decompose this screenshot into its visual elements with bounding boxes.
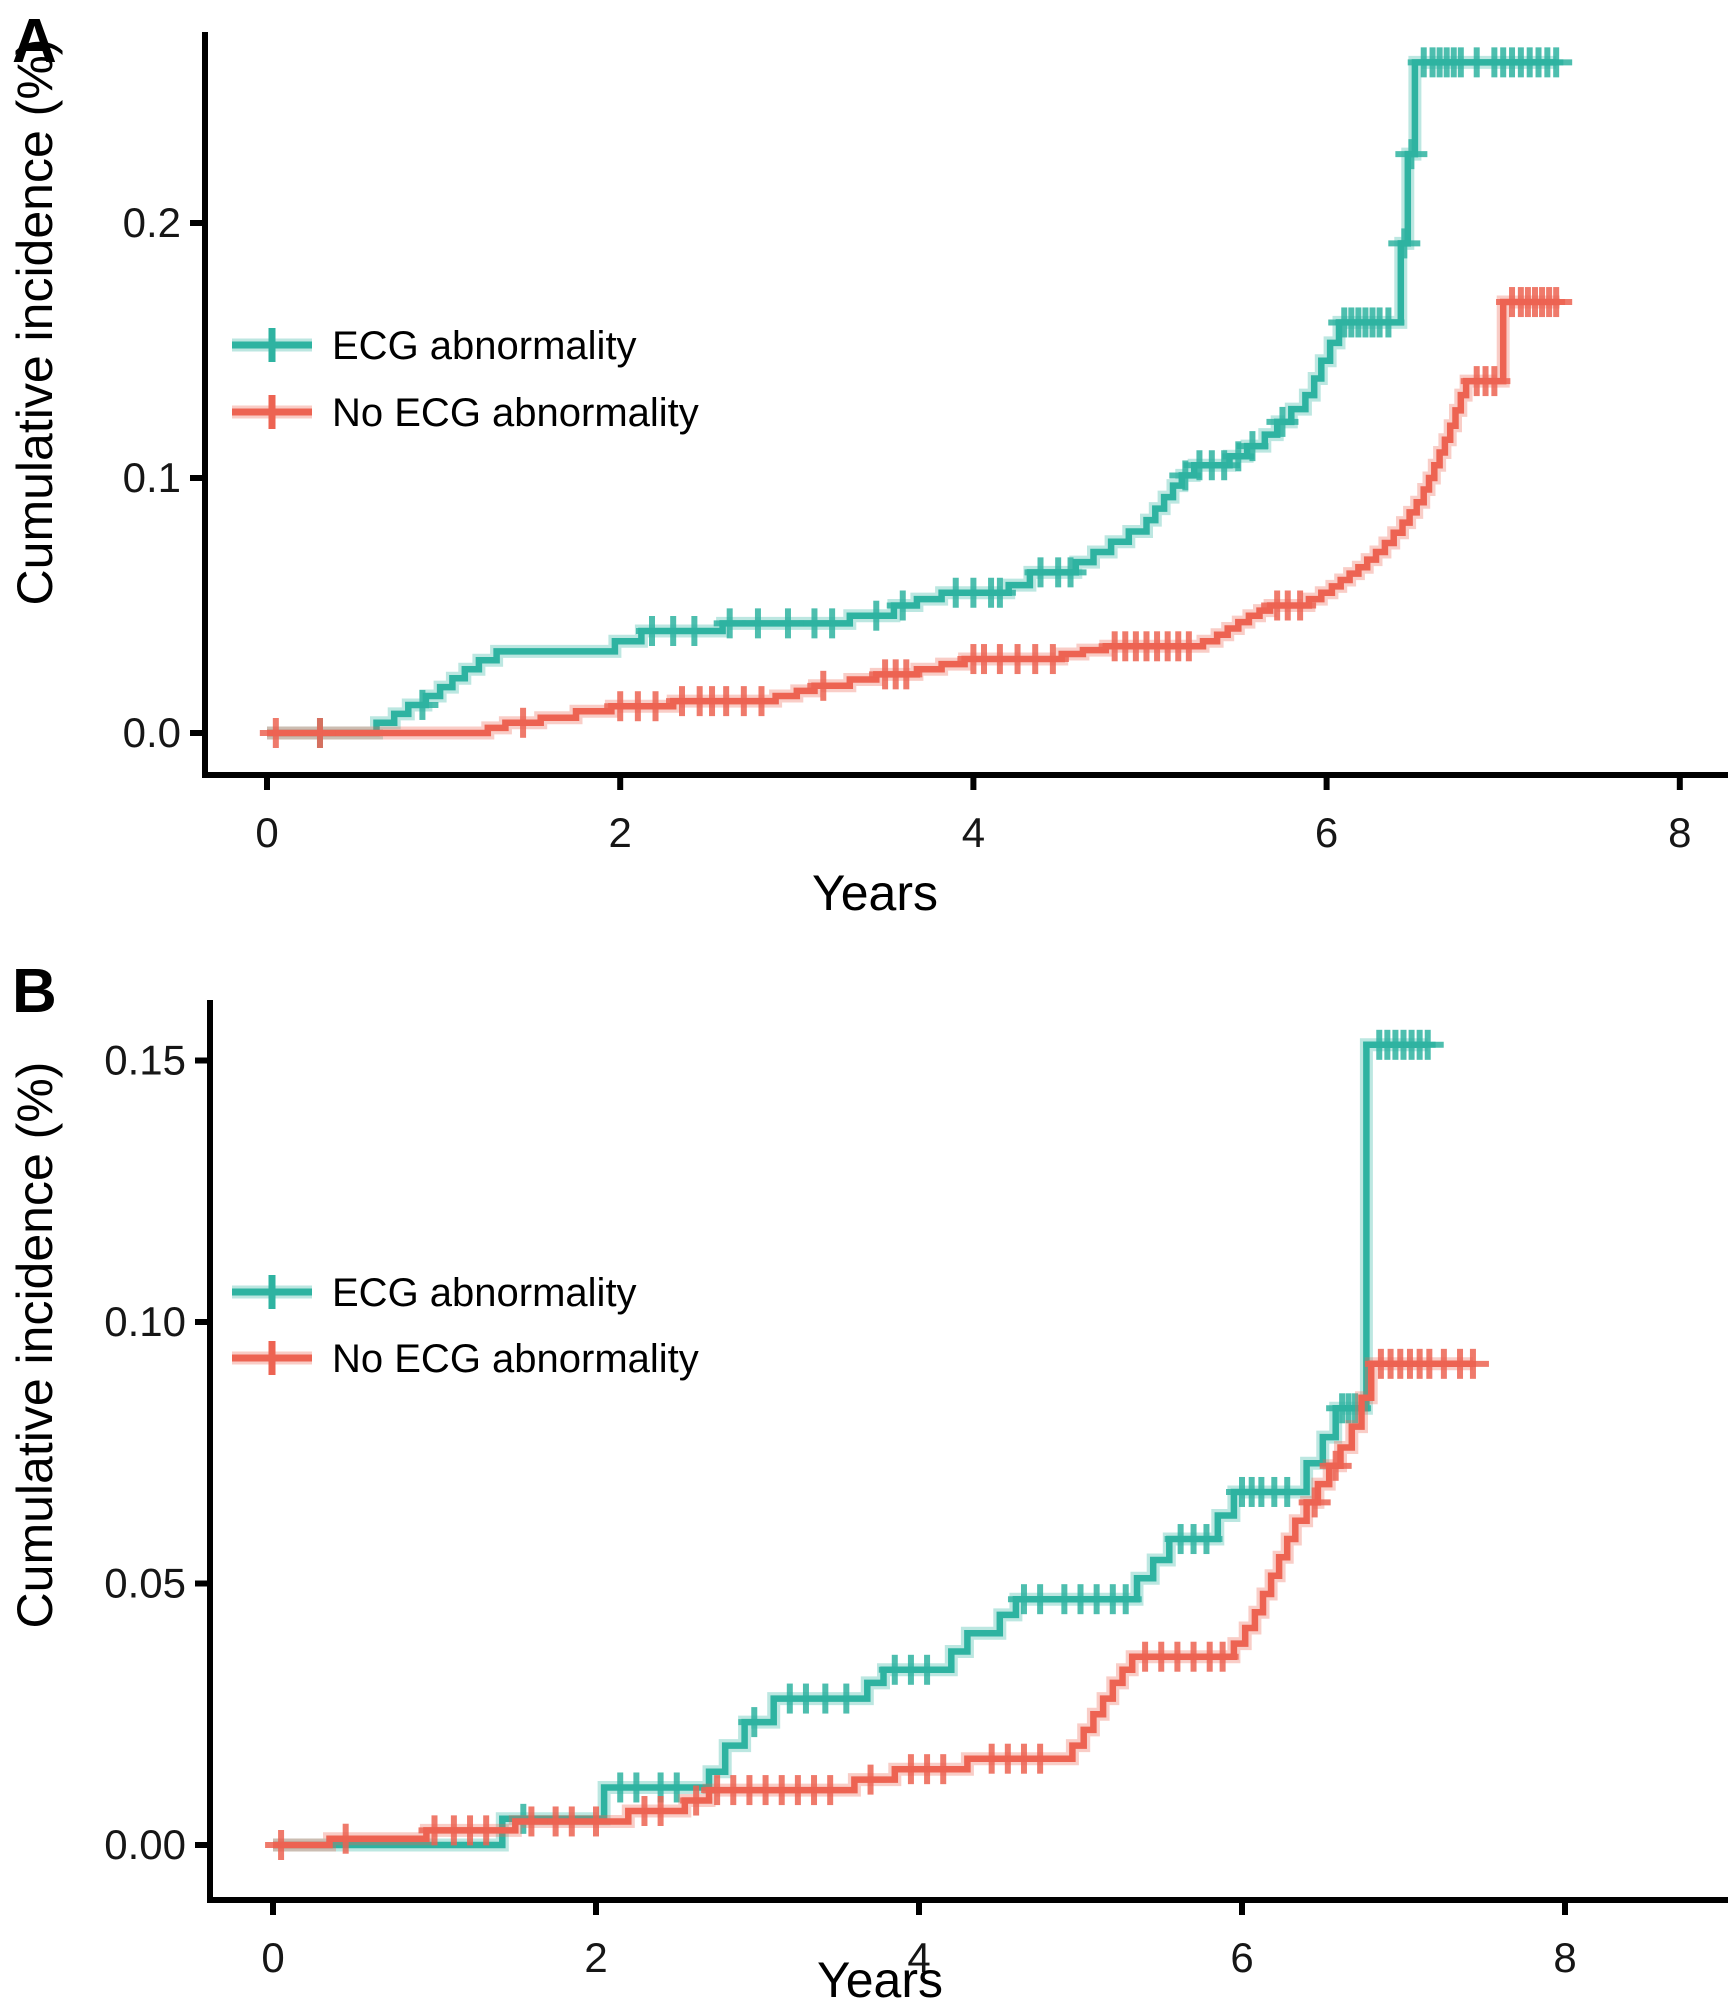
y-tick-label: 0.2 (123, 199, 181, 246)
x-tick-label: 6 (1230, 1934, 1253, 1981)
panel-b-letter: B (12, 957, 57, 1026)
y-tick-label: 0.15 (104, 1037, 186, 1084)
series-path-halo (273, 1038, 1428, 1852)
x-tick-label: 8 (1668, 809, 1691, 856)
y-tick-label: 0.10 (104, 1298, 186, 1345)
panel-a-y-axis-title: Cumulative incidence (%) (7, 39, 63, 606)
panel-b-x-axis-title: Years (817, 1952, 943, 2001)
panel-a-letter: A (12, 7, 57, 76)
panel-b-legend-label-ecg: ECG abnormality (332, 1271, 637, 1315)
y-tick-label: 0.0 (123, 709, 181, 756)
x-tick-label: 6 (1315, 809, 1338, 856)
panel-a-legend-label-no-ecg: No ECG abnormality (332, 391, 699, 435)
panel-b-legend-label-no-ecg: No ECG abnormality (332, 1337, 699, 1381)
panel-a-legend-label-ecg: ECG abnormality (332, 324, 637, 368)
x-tick-label: 4 (962, 809, 985, 856)
x-tick-label: 2 (609, 809, 632, 856)
x-tick-label: 8 (1553, 1934, 1576, 1981)
panel-a-x-axis-title: Years (812, 865, 938, 921)
panel-b-plot: 0 2 4 6 8 0.00 0.05 0.10 0.15 (104, 1000, 1728, 1981)
series-path (267, 59, 1557, 737)
y-tick-label: 0.00 (104, 1821, 186, 1868)
panel-b-y-axis-title: Cumulative incidence (%) (7, 1062, 63, 1629)
panel-a-plot: 0 2 4 6 8 0.0 0.1 0.2 (123, 32, 1728, 856)
x-tick-label: 0 (255, 809, 278, 856)
y-tick-label: 0.05 (104, 1560, 186, 1607)
x-tick-label: 2 (584, 1934, 607, 1981)
x-tick-label: 4 (907, 1934, 930, 1981)
y-tick-label: 0.1 (123, 454, 181, 501)
series-path (273, 1041, 1428, 1849)
x-tick-label: 0 (261, 1934, 284, 1981)
